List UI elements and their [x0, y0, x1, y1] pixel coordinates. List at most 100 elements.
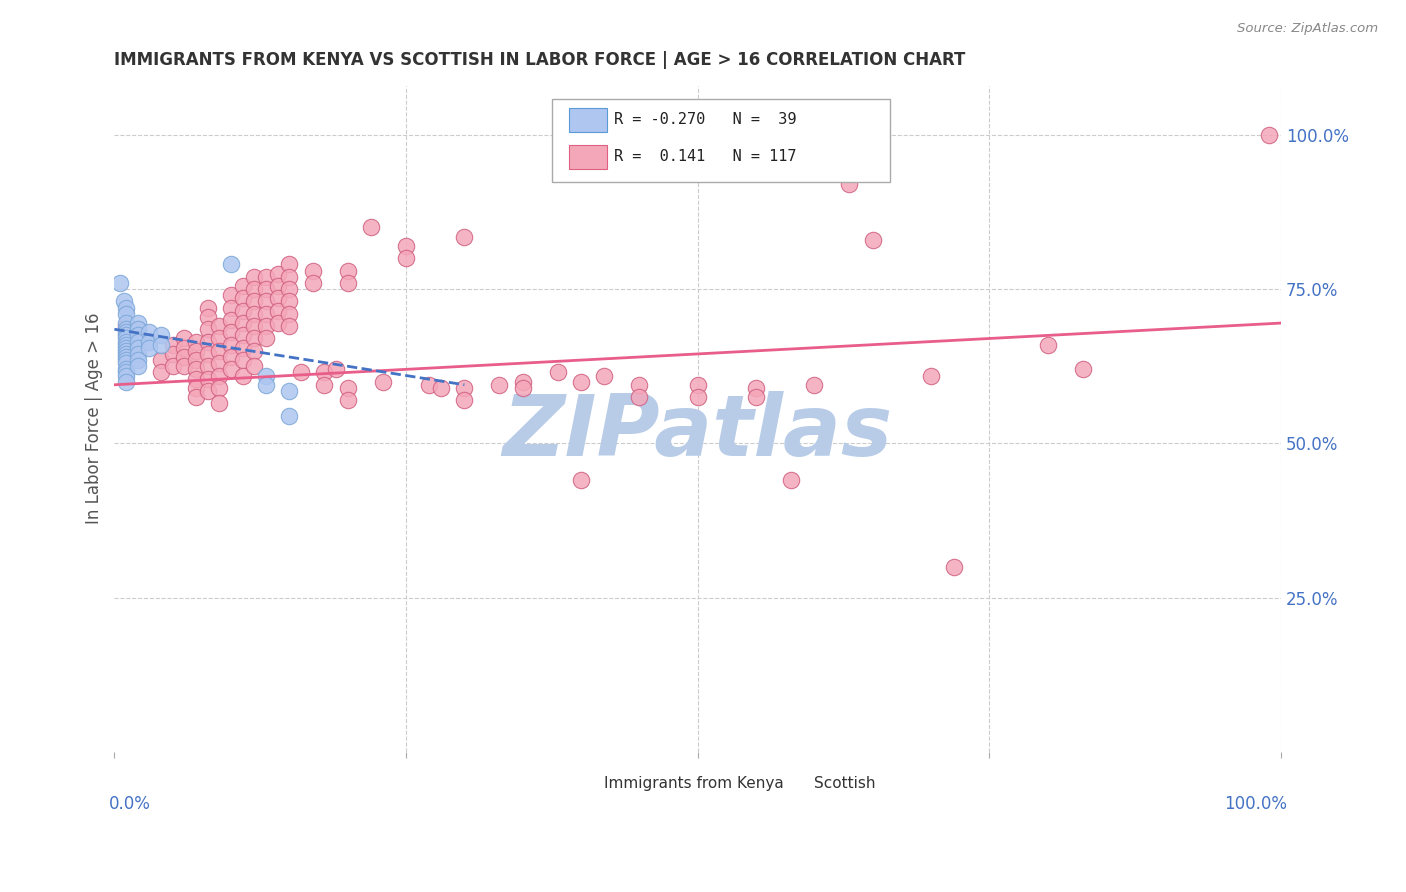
Text: R = -0.270   N =  39: R = -0.270 N = 39: [613, 112, 796, 127]
Point: [173, 350, 195, 364]
Point: [115, 331, 138, 345]
Point: [254, 319, 277, 334]
Point: [593, 368, 616, 383]
Point: [115, 347, 138, 361]
Point: [267, 316, 290, 330]
Point: [243, 331, 266, 345]
Point: [278, 269, 301, 284]
Point: [127, 341, 149, 355]
Point: [115, 337, 138, 351]
Point: [301, 276, 323, 290]
Point: [278, 409, 301, 423]
Point: [232, 316, 254, 330]
FancyBboxPatch shape: [569, 145, 607, 169]
Point: [371, 375, 394, 389]
Point: [173, 341, 195, 355]
Point: [254, 368, 277, 383]
Point: [184, 371, 207, 385]
Point: [395, 252, 418, 266]
Point: [115, 368, 138, 383]
Point: [232, 279, 254, 293]
Point: [150, 337, 173, 351]
Point: [628, 377, 651, 392]
Point: [197, 322, 219, 336]
Point: [1071, 362, 1094, 376]
Point: [232, 303, 254, 318]
Point: [184, 381, 207, 395]
Text: Immigrants from Kenya: Immigrants from Kenya: [605, 776, 785, 791]
Point: [1036, 337, 1059, 351]
Point: [208, 381, 231, 395]
Point: [243, 343, 266, 358]
Point: [138, 334, 160, 349]
Point: [115, 328, 138, 343]
Point: [115, 307, 138, 321]
Point: [127, 316, 149, 330]
Point: [232, 292, 254, 306]
Point: [115, 334, 138, 349]
Point: [336, 393, 359, 408]
Point: [184, 334, 207, 349]
Point: [547, 366, 569, 380]
Point: [278, 257, 301, 271]
Point: [254, 377, 277, 392]
Point: [267, 292, 290, 306]
Point: [184, 390, 207, 404]
Text: Source: ZipAtlas.com: Source: ZipAtlas.com: [1237, 22, 1378, 36]
Point: [569, 375, 592, 389]
Point: [219, 362, 242, 376]
Point: [278, 294, 301, 309]
Text: 100.0%: 100.0%: [1223, 796, 1286, 814]
Point: [243, 307, 266, 321]
Point: [208, 396, 231, 410]
Point: [453, 393, 475, 408]
Point: [569, 474, 592, 488]
FancyBboxPatch shape: [553, 99, 890, 182]
Point: [127, 347, 149, 361]
Point: [254, 307, 277, 321]
FancyBboxPatch shape: [787, 774, 811, 796]
Point: [115, 375, 138, 389]
Point: [254, 269, 277, 284]
Point: [278, 282, 301, 296]
Point: [232, 328, 254, 343]
Point: [208, 319, 231, 334]
Point: [162, 359, 184, 374]
FancyBboxPatch shape: [569, 108, 607, 132]
Point: [127, 353, 149, 368]
Point: [336, 263, 359, 277]
Point: [115, 362, 138, 376]
Point: [197, 347, 219, 361]
Point: [219, 257, 242, 271]
Point: [278, 384, 301, 398]
Point: [232, 368, 254, 383]
Point: [115, 319, 138, 334]
Point: [920, 368, 942, 383]
Point: [162, 347, 184, 361]
Point: [127, 328, 149, 343]
Point: [208, 343, 231, 358]
Point: [453, 229, 475, 244]
Point: [862, 233, 884, 247]
Point: [115, 366, 138, 380]
Point: [453, 381, 475, 395]
Point: [173, 359, 195, 374]
Point: [219, 350, 242, 364]
Text: ZIPatlas: ZIPatlas: [502, 391, 893, 474]
Point: [184, 343, 207, 358]
Point: [686, 377, 709, 392]
Point: [115, 326, 138, 340]
Point: [745, 390, 768, 404]
Point: [395, 239, 418, 253]
Point: [138, 326, 160, 340]
Point: [314, 377, 336, 392]
Point: [219, 337, 242, 351]
Point: [197, 371, 219, 385]
Point: [430, 381, 453, 395]
Text: IMMIGRANTS FROM KENYA VS SCOTTISH IN LABOR FORCE | AGE > 16 CORRELATION CHART: IMMIGRANTS FROM KENYA VS SCOTTISH IN LAB…: [114, 51, 966, 69]
Point: [150, 328, 173, 343]
Point: [360, 220, 382, 235]
Point: [115, 343, 138, 358]
Point: [115, 356, 138, 370]
Point: [197, 359, 219, 374]
